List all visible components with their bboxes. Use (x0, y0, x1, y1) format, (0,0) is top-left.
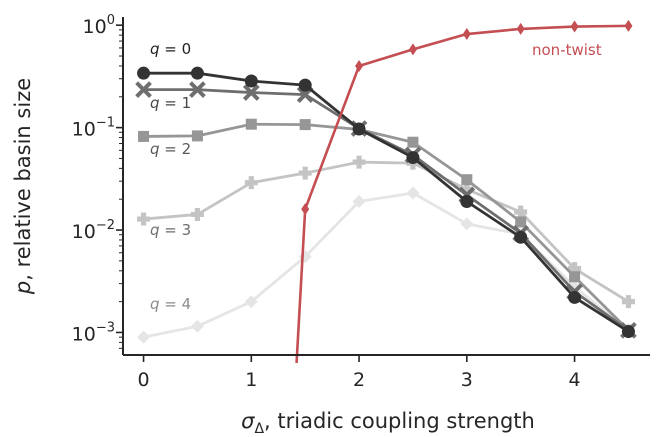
x-axis-label-text: , triadic coupling strength (264, 409, 535, 433)
point-q0-2 (244, 74, 258, 88)
series-label-q3: q = 3 (150, 221, 191, 239)
x-axis-label-subscript: Δ (254, 421, 264, 437)
x-tick-label-1: 1 (245, 369, 257, 391)
series-q0 (137, 66, 635, 339)
axes-layer (122, 17, 650, 356)
point-q4-6 (460, 217, 474, 231)
point-nontwist-0 (301, 203, 310, 216)
x-tick-label-4: 4 (569, 369, 581, 391)
y-tick-label-2: 10−2 (72, 218, 115, 243)
point-q4-0 (137, 330, 151, 344)
point-q0-4 (352, 122, 366, 136)
point-nontwist-4 (516, 22, 525, 35)
point-q0-1 (190, 66, 204, 80)
point-q0-0 (137, 66, 151, 80)
point-q2-7 (515, 216, 527, 228)
y-axis-label-symbol: p (11, 281, 35, 295)
series-line-q0 (143, 71, 630, 333)
point-nontwist-2 (408, 43, 417, 56)
y-tick-label-3: 10−3 (72, 320, 115, 345)
point-q2-1 (191, 130, 203, 142)
point-q4-2 (244, 295, 258, 309)
series-line-q1 (143, 88, 630, 332)
series-q4 (137, 186, 635, 344)
x-tick-label-3: 3 (461, 369, 473, 391)
x-axis-label: σΔ, triadic coupling strength (241, 409, 535, 437)
y-axis-label-text: , relative basin size (11, 78, 35, 281)
y-axis-label: p, relative basin size (11, 78, 35, 295)
series-q1 (135, 81, 637, 339)
point-q1-2 (242, 84, 260, 101)
point-nontwist-3 (462, 28, 471, 41)
y-tick-label-1: 10−1 (72, 116, 115, 141)
point-q0-5 (406, 151, 420, 165)
point-q3-9 (621, 295, 635, 309)
x-tick-label-2: 2 (353, 369, 365, 391)
series-line-q4 (143, 191, 630, 339)
x-axis-label-symbol: σ (241, 409, 255, 433)
x-tick-label-0: 0 (138, 369, 150, 391)
point-q0-6 (460, 194, 474, 208)
series-layer (135, 19, 637, 364)
point-q0-7 (514, 230, 528, 244)
point-q3-6 (460, 182, 474, 196)
series-line-nontwist (295, 24, 629, 364)
point-q3-3 (298, 166, 312, 180)
point-q0-8 (568, 290, 582, 304)
series-q3 (137, 155, 635, 309)
point-q3-2 (244, 176, 258, 190)
point-q2-5 (407, 136, 419, 148)
point-q2-0 (138, 130, 150, 142)
point-q2-2 (245, 118, 257, 130)
series-line-q3 (143, 160, 630, 303)
series-label-q1: q = 1 (150, 94, 191, 112)
point-q3-8 (568, 262, 582, 276)
point-q2-8 (569, 271, 581, 283)
series-q2 (138, 118, 634, 336)
series-label-q0: q = 0 (150, 40, 191, 58)
point-q2-3 (299, 119, 311, 131)
point-q2-6 (461, 174, 473, 186)
point-q3-4 (352, 155, 366, 169)
point-q0-3 (298, 78, 312, 92)
point-q3-0 (137, 212, 151, 226)
point-q0-9 (621, 325, 635, 339)
point-nontwist-6 (624, 19, 633, 32)
series-label-nontwist: non-twist (532, 41, 602, 59)
series-labels: q = 4 q = 3 q = 2 q = 1 q = 0 non-twist (150, 40, 602, 313)
point-q3-1 (190, 207, 204, 221)
point-q3-7 (514, 205, 528, 219)
series-label-q4: q = 4 (150, 295, 191, 313)
point-q1-3 (296, 86, 314, 103)
ticks-layer: 0 1 2 3 4 100 10−1 10−2 10−3 (72, 13, 581, 391)
point-q4-5 (406, 186, 420, 200)
y-tick-label-0: 100 (83, 13, 115, 38)
series-line-q2 (143, 122, 630, 332)
point-q4-1 (190, 319, 204, 333)
point-nontwist-5 (570, 20, 579, 33)
point-q1-1 (189, 81, 206, 98)
point-nontwist-1 (355, 59, 364, 72)
point-q1-0 (135, 81, 152, 98)
point-q4-4 (352, 194, 366, 208)
series-nontwist (295, 19, 633, 364)
series-label-q2: q = 2 (150, 140, 191, 158)
